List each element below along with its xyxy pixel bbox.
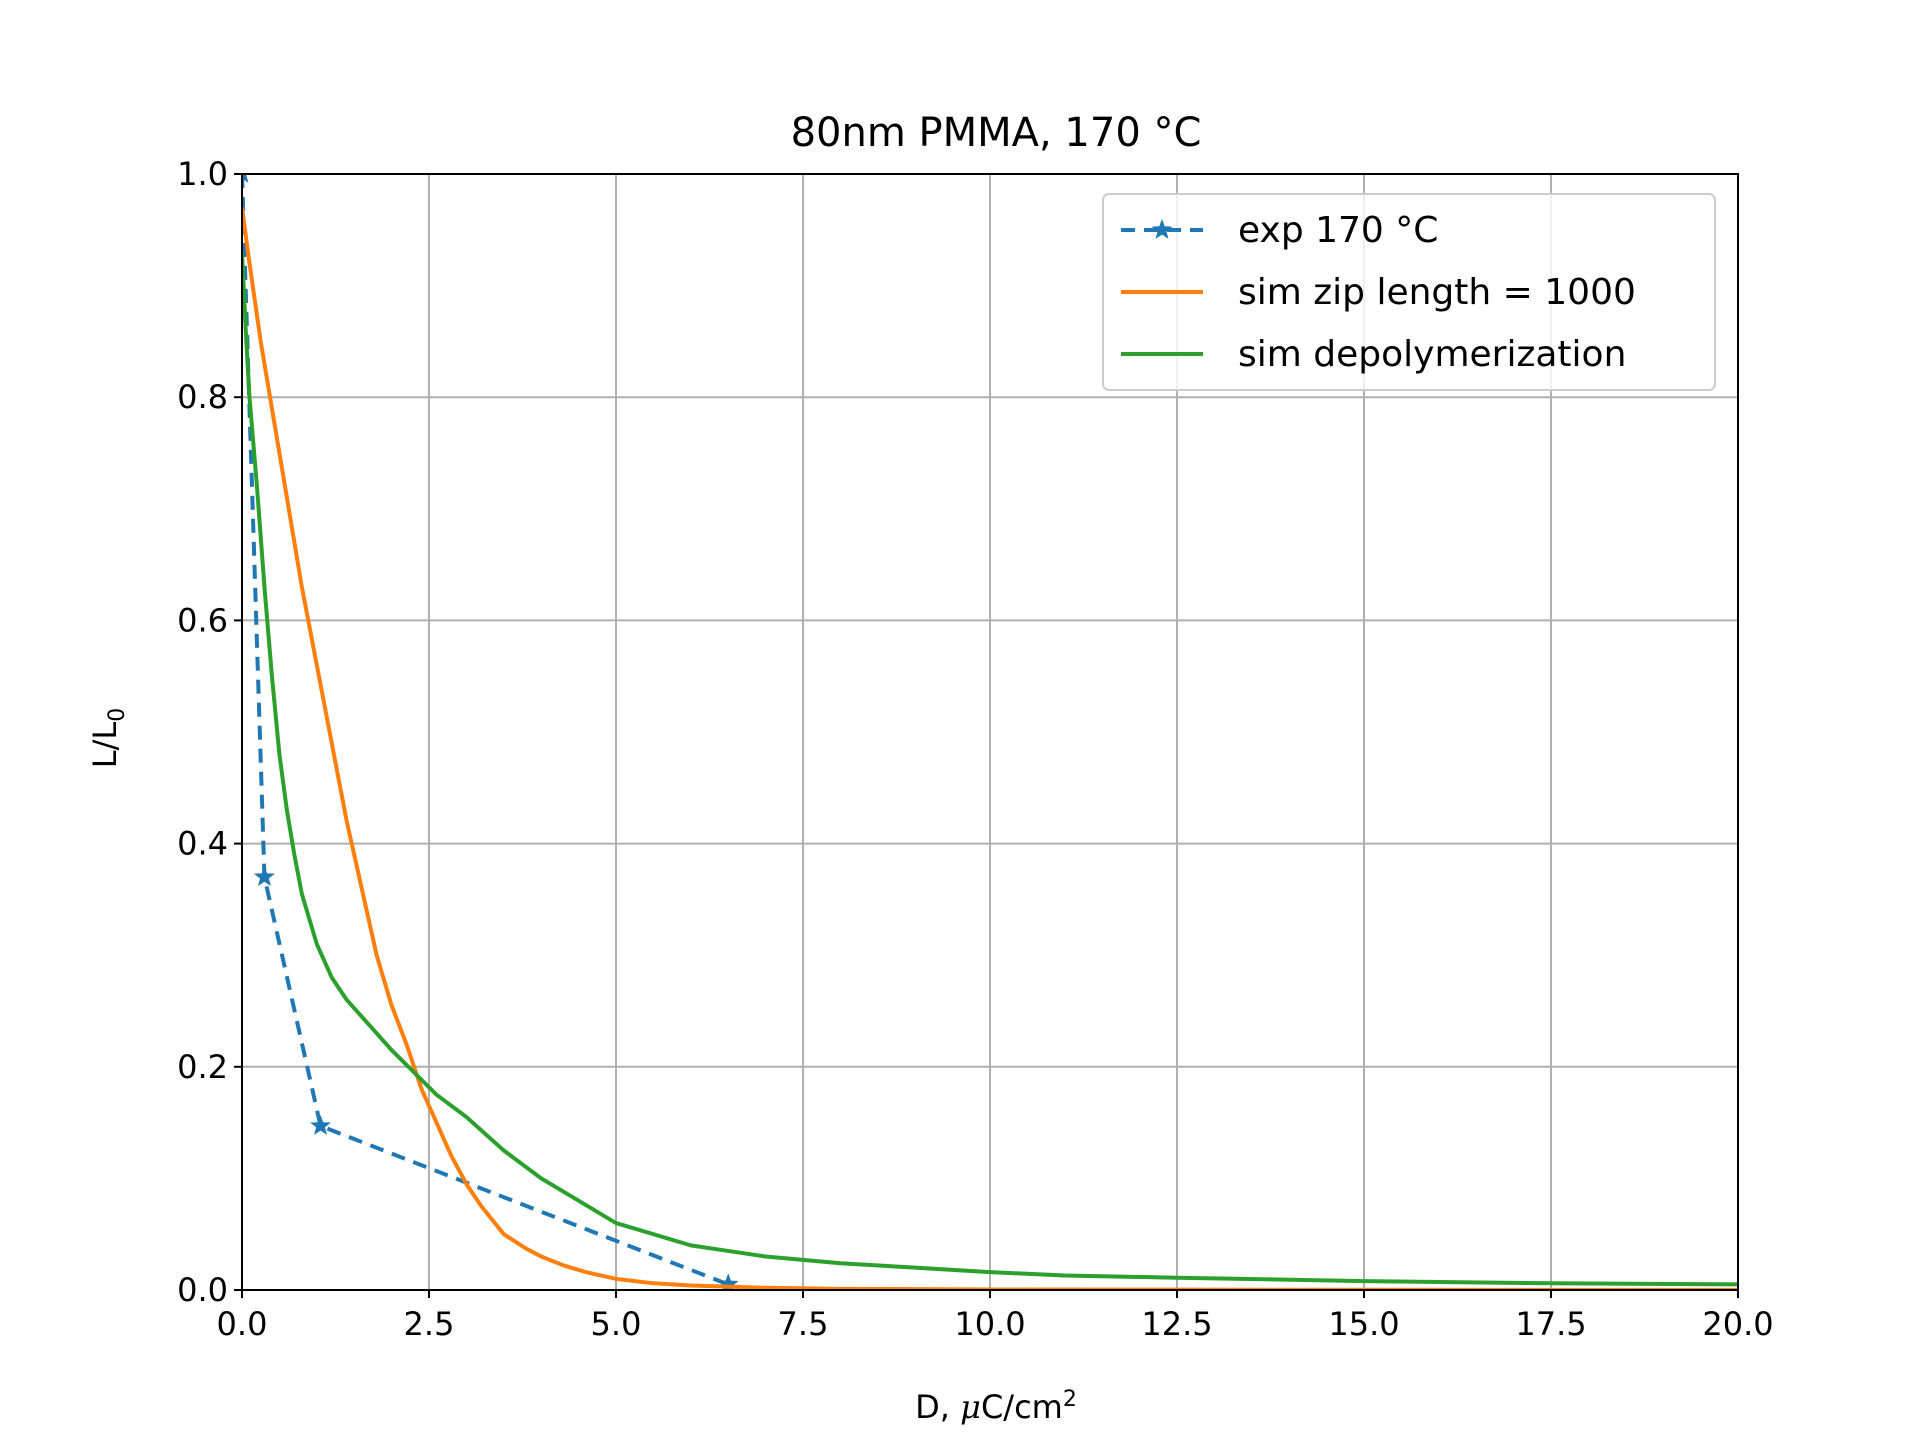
x-tick-label: 15.0 [1328, 1305, 1399, 1343]
x-axis-label-unit: C/cm [981, 1388, 1063, 1426]
x-tick-label: 10.0 [954, 1305, 1025, 1343]
legend-marker [1151, 219, 1173, 239]
series-line [242, 207, 1738, 1290]
series-line [242, 174, 729, 1287]
legend-label: sim zip length = 1000 [1238, 272, 1636, 313]
x-tick-label: 0.0 [217, 1305, 268, 1343]
x-axis-label-sup: 2 [1063, 1387, 1077, 1412]
y-tick-label: 0.6 [177, 601, 228, 639]
x-tick-label: 5.0 [591, 1305, 642, 1343]
x-axis-label-mu: μ [960, 1388, 981, 1426]
series-2 [242, 252, 1738, 1287]
chart-title: 80nm PMMA, 170 °C [791, 110, 1202, 156]
x-tick-label: 20.0 [1702, 1305, 1773, 1343]
x-tick-label: 12.5 [1141, 1305, 1212, 1343]
y-axis-label-sub: 0 [105, 708, 130, 722]
series-0 [242, 174, 739, 1290]
data-point [242, 174, 249, 183]
legend-label: exp 170 °C [1238, 210, 1438, 251]
x-tick-label: 2.5 [404, 1305, 455, 1343]
x-tick-label: 7.5 [778, 1305, 829, 1343]
data-point [253, 866, 275, 886]
series-layer [242, 174, 1738, 1290]
series-1 [242, 207, 1738, 1290]
y-tick-label: 0.0 [177, 1271, 228, 1309]
data-point [717, 1273, 739, 1290]
legend-box [1102, 193, 1716, 391]
data-point [310, 1114, 331, 1135]
y-axis-label: L/L0 [86, 708, 130, 768]
legend-label: sim depolymerization [1238, 334, 1626, 375]
axes-layer: 0.0 2.5 5.0 7.5 10.0 12.5 15.0 17.5 20.0 0.0 0.2 0.… [177, 155, 1774, 1343]
y-tick-label: 0.4 [177, 825, 228, 863]
y-tick-label: 0.2 [177, 1048, 228, 1086]
x-tick-label: 17.5 [1515, 1305, 1586, 1343]
y-axis-label-main: L/L [86, 722, 124, 769]
legend: exp 170 °C sim zip length = 1000 sim depol… [1102, 193, 1716, 391]
plot-frame [241, 173, 1739, 1291]
x-axis-label-prefix: D, [915, 1388, 960, 1426]
x-axis-label: D, μC/cm2 [915, 1387, 1077, 1426]
series-line [242, 252, 1738, 1287]
y-tick-label: 1.0 [177, 155, 228, 193]
y-tick-label: 0.8 [177, 378, 228, 416]
